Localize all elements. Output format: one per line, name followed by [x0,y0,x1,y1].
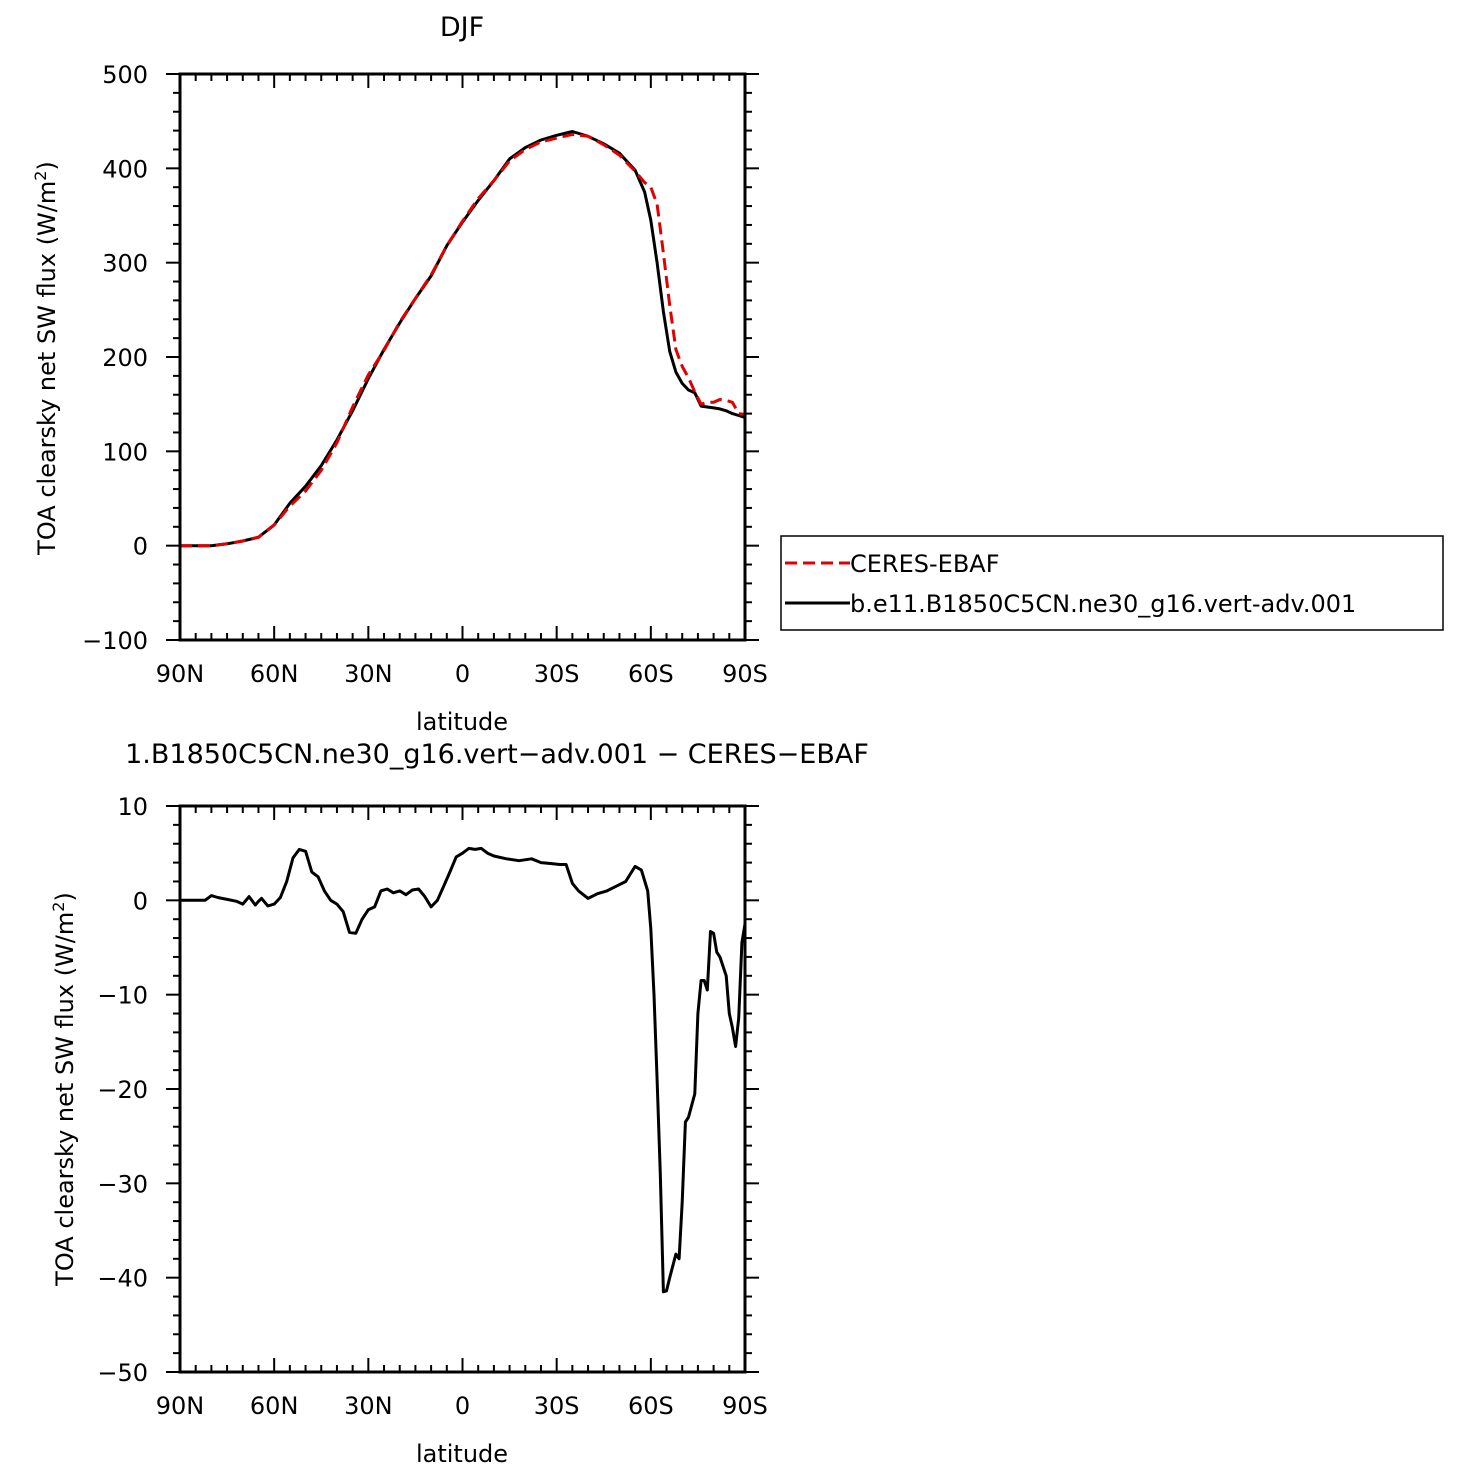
x-tick-label: 0 [455,660,470,688]
top-panel-plot-frame [178,72,747,642]
legend-box [780,535,1444,631]
y-tick-label: −50 [97,1359,148,1387]
bottom-panel-title: 1.B1850C5CN.ne30_g16.vert−adv.001 − CERE… [125,739,869,770]
x-tick-label: 30S [534,660,580,688]
x-tick-label: 90S [722,1392,768,1420]
series-line-model [180,846,747,1294]
y-tick-label: 300 [102,250,148,278]
top-panel-x-axis-label: latitude [416,708,508,736]
legend: CERES-EBAF b.e11.B1850C5CN.ne30_g16.vert… [780,535,1444,631]
top-panel: DJF latitude TOA clearsky net SW flux (W… [31,12,768,736]
bottom-panel-y-axis-label: TOA clearsky net SW flux (W/m2) [49,892,79,1287]
top-panel-series [180,130,746,548]
x-tick-label: 60N [250,660,299,688]
y-tick-label: −100 [82,627,148,655]
bottom-panel-plot-frame [178,804,747,1374]
bottom-panel-y-axis-label-close: ) [51,892,79,901]
top-panel-y-axis-label-superscript: 2 [31,171,50,181]
x-tick-label: 30N [344,1392,393,1420]
x-tick-label: 30N [344,660,393,688]
y-tick-label: 100 [102,438,148,466]
y-tick-label: 10 [117,793,148,821]
y-tick-label: −10 [97,982,148,1010]
x-tick-label: 90N [156,1392,205,1420]
top-panel-y-axis-label-main: TOA clearsky net SW flux (W/m [33,181,61,556]
x-tick-label: 90S [722,660,768,688]
bottom-panel-ticks: 90N 60N 30N 0 30S 60S 90S −50 −40 −30 −20 −10 0 10 [97,793,768,1420]
x-tick-label: 60S [628,1392,674,1420]
y-tick-label: 0 [133,887,148,915]
y-tick-label: 400 [102,155,148,183]
legend-label-obs: CERES-EBAF [850,550,1000,578]
top-panel-title: DJF [440,12,484,43]
y-tick-label: 200 [102,344,148,372]
top-panel-y-axis-label: TOA clearsky net SW flux (W/m2) [31,161,61,556]
y-tick-label: 500 [102,61,148,89]
top-panel-y-axis-label-close: ) [33,161,61,170]
y-tick-label: 0 [133,533,148,561]
series-line-obs [180,132,746,548]
series-line-model [180,130,746,548]
legend-label-model: b.e11.B1850C5CN.ne30_g16.vert-adv.001 [850,590,1356,618]
bottom-panel-series [180,846,747,1294]
x-tick-label: 30S [534,1392,580,1420]
y-tick-label: −30 [97,1170,148,1198]
bottom-panel: 1.B1850C5CN.ne30_g16.vert−adv.001 − CERE… [49,739,869,1468]
y-tick-label: −20 [97,1076,148,1104]
bottom-panel-x-axis-label: latitude [416,1440,508,1468]
x-tick-label: 60S [628,660,674,688]
bottom-panel-y-axis-label-main: TOA clearsky net SW flux (W/m [51,912,79,1287]
x-tick-label: 60N [250,1392,299,1420]
y-tick-label: −40 [97,1265,148,1293]
x-tick-label: 90N [156,660,205,688]
bottom-panel-y-axis-label-superscript: 2 [49,902,68,912]
x-tick-label: 0 [455,1392,470,1420]
top-panel-ticks: 90N 60N 30N 0 30S 60S 90S −100 0 100 200 300 400 500 [82,61,768,688]
